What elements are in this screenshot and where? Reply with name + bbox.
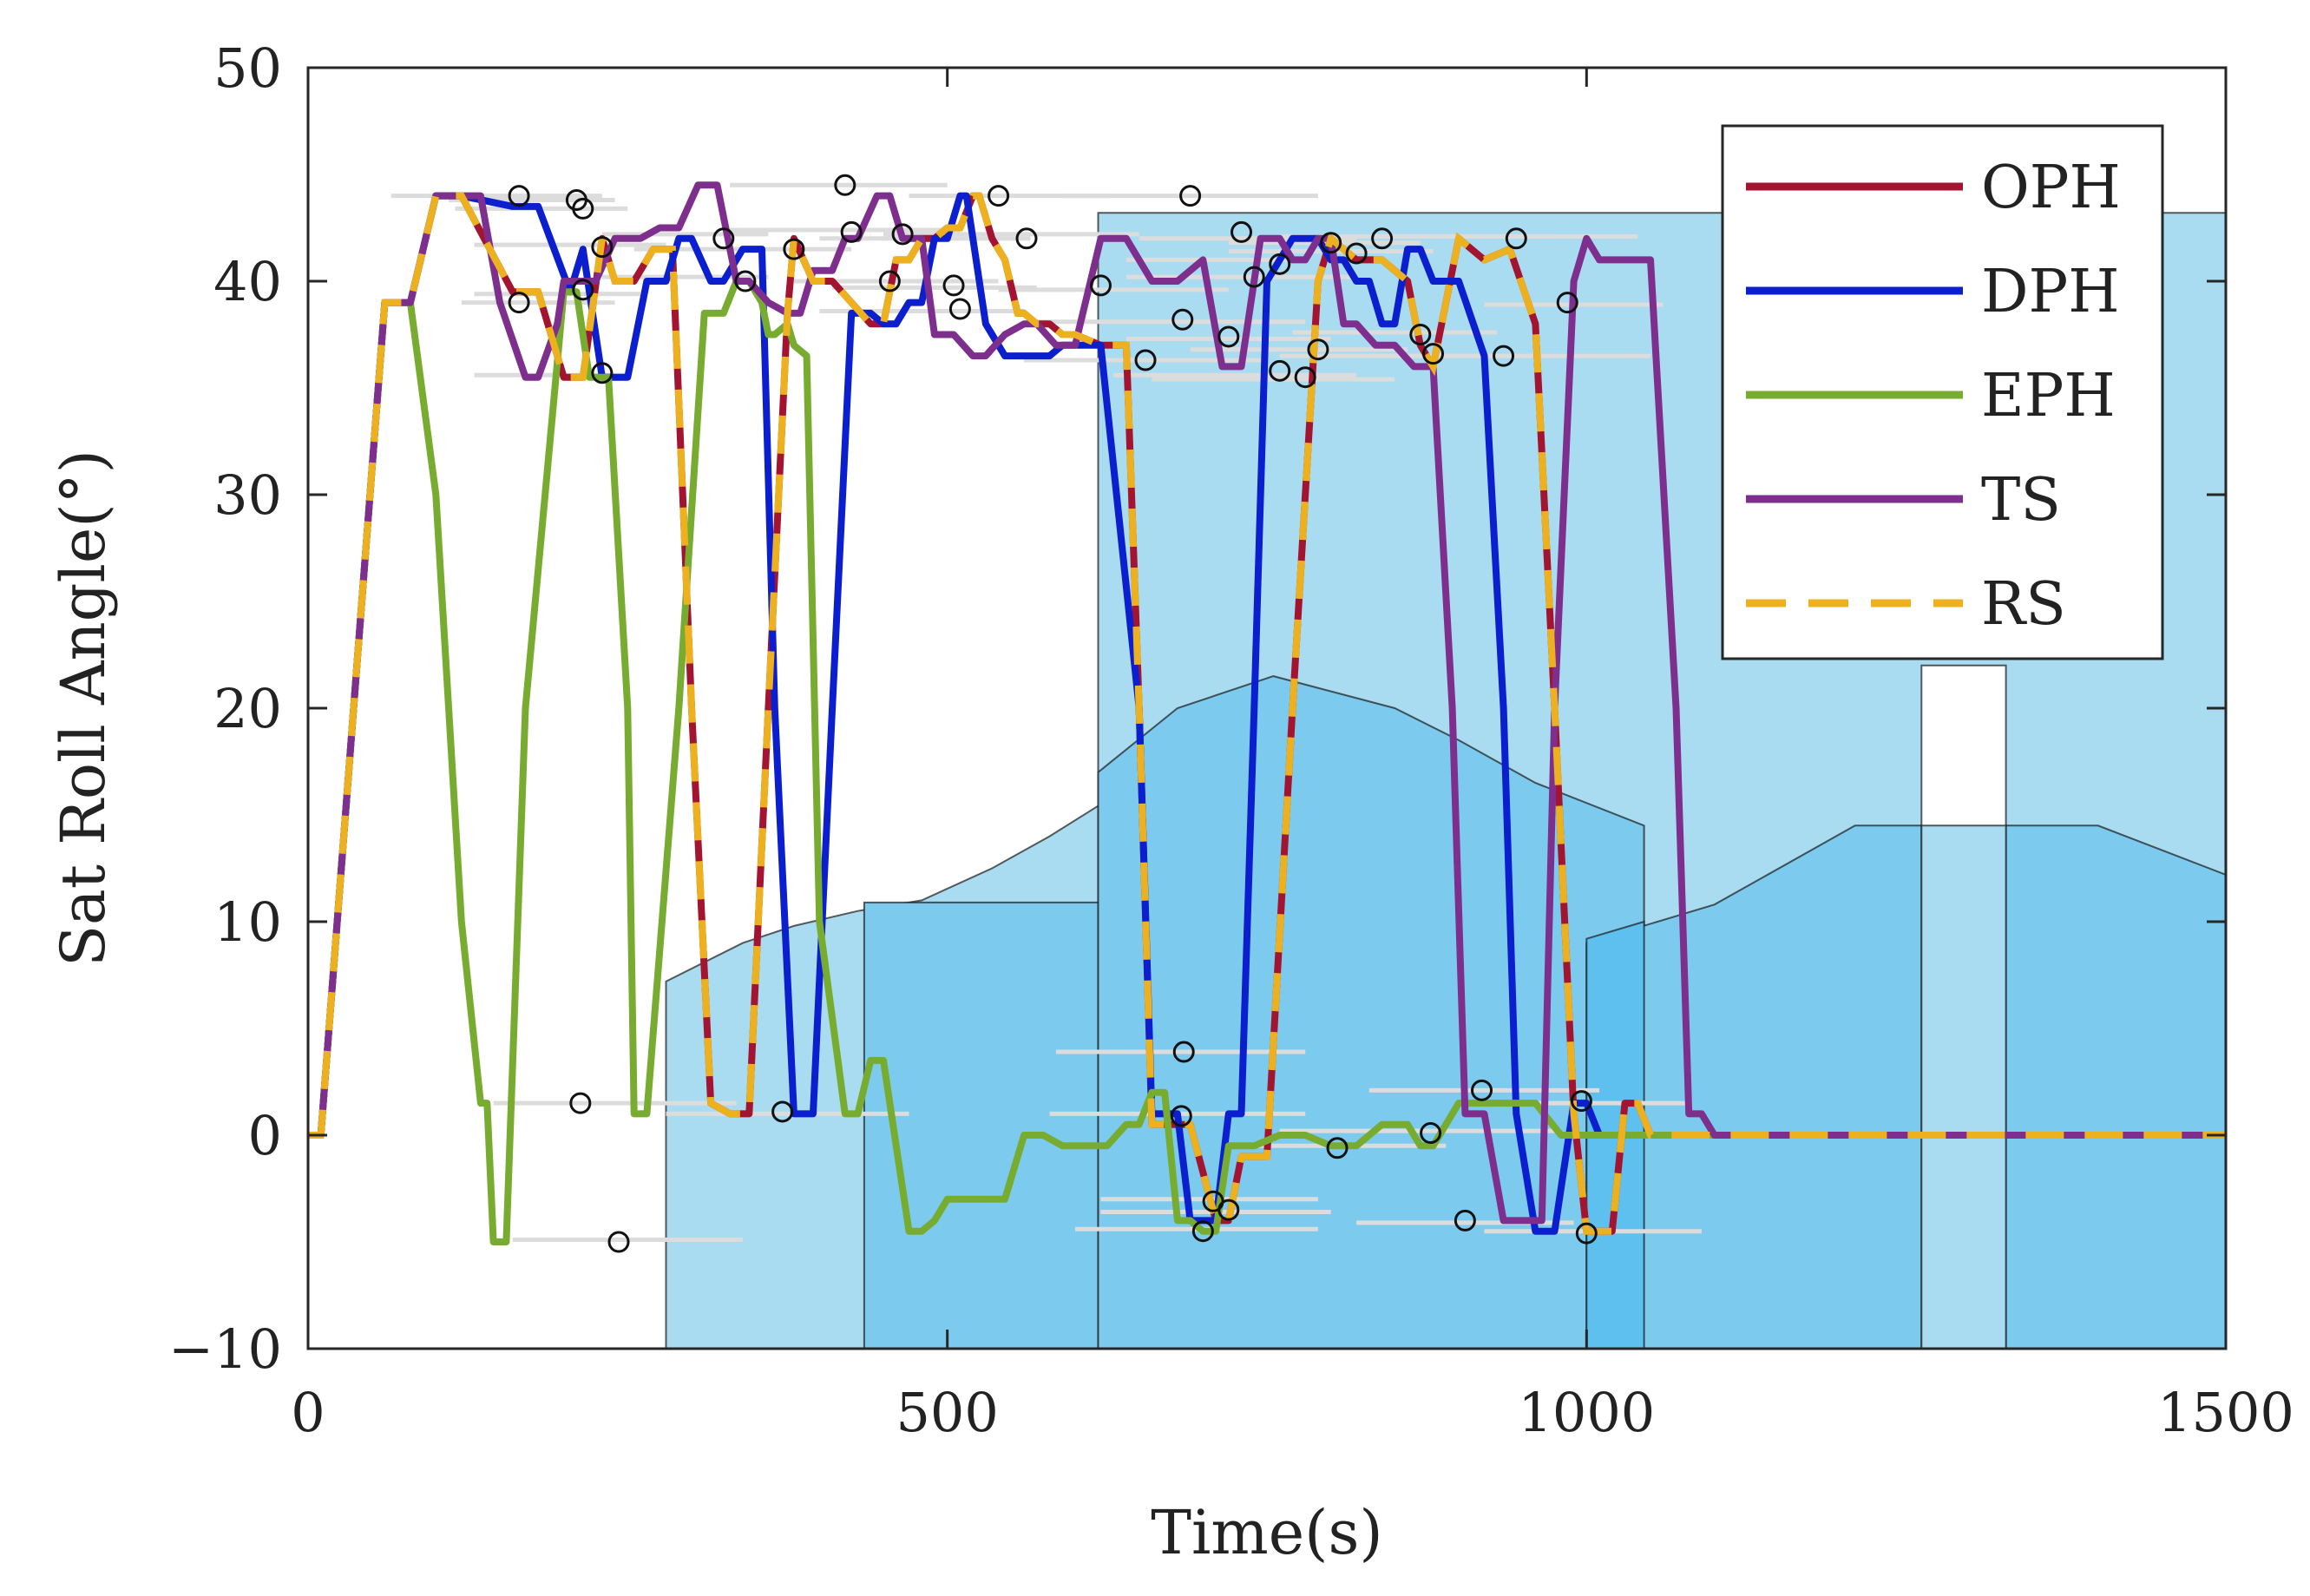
task-point-37 — [1556, 292, 1578, 314]
task-point-39 — [771, 1100, 794, 1123]
task-point-25 — [1269, 253, 1291, 275]
task-point-46 — [1326, 1137, 1349, 1159]
task-point-14 — [878, 270, 901, 292]
x-tick-label: 500 — [896, 1381, 998, 1444]
task-point-26 — [1217, 325, 1240, 348]
task-point-38 — [569, 1092, 592, 1114]
task-point-32 — [1371, 227, 1394, 250]
task-point-18 — [1015, 227, 1038, 250]
task-point-45 — [1217, 1199, 1240, 1221]
y-tick-label: 30 — [213, 463, 282, 527]
task-point-1 — [508, 185, 530, 207]
legend: OPH DPH EPH TS RS — [1721, 124, 2164, 660]
task-point-50 — [1570, 1090, 1592, 1113]
x-tick-label: 1000 — [1518, 1381, 1655, 1444]
series-line-ts — [308, 181, 2226, 1225]
task-points — [508, 174, 1598, 1253]
task-point-43 — [1191, 1220, 1214, 1243]
task-point-33 — [1409, 324, 1432, 345]
task-point-7 — [591, 362, 614, 384]
task-point-24 — [1243, 266, 1265, 288]
task-point-47 — [1420, 1122, 1442, 1145]
task-point-29 — [1307, 338, 1329, 361]
series-line-rs — [308, 192, 2226, 1235]
task-point-51 — [1575, 1222, 1598, 1245]
y-tick-label: −10 — [168, 1317, 282, 1381]
task-point-9 — [783, 238, 805, 260]
task-point-3 — [572, 197, 594, 220]
y-axis-label: Sat Roll Angle(°) — [48, 450, 119, 967]
task-point-40 — [607, 1231, 630, 1253]
series-line-dph — [308, 192, 2226, 1235]
task-point-22 — [1179, 185, 1202, 207]
y-tick-label: 20 — [213, 677, 282, 740]
task-point-6 — [572, 279, 594, 301]
task-point-31 — [1345, 242, 1368, 265]
task-point-35 — [1493, 345, 1515, 367]
task-point-42 — [1170, 1105, 1192, 1127]
legend-label-rs: RS — [1981, 570, 2066, 639]
task-point-27 — [1269, 359, 1291, 382]
visibility-region-7 — [1920, 824, 2007, 1349]
task-point-5 — [508, 292, 530, 314]
task-point-28 — [1294, 366, 1316, 389]
task-point-8 — [712, 227, 735, 250]
legend-label-dph: DPH — [1981, 258, 2120, 326]
legend-label-eph: EPH — [1981, 362, 2116, 430]
x-tick-label: 0 — [291, 1381, 325, 1444]
task-point-23 — [1230, 220, 1253, 243]
x-tick-label: 1500 — [2157, 1381, 2294, 1444]
y-tick-label: 40 — [213, 250, 282, 313]
series-line-eph — [308, 278, 2226, 1245]
task-point-11 — [834, 174, 856, 196]
y-tick-label: 50 — [213, 36, 282, 100]
task-point-30 — [1320, 232, 1342, 254]
x-axis-label: Time(s) — [1151, 1497, 1382, 1568]
legend-label-oph: OPH — [1981, 154, 2121, 222]
task-point-21 — [1171, 308, 1194, 331]
series-lines — [308, 181, 2226, 1245]
legend-label-ts: TS — [1981, 466, 2061, 535]
task-point-12 — [840, 220, 863, 243]
task-point-36 — [1505, 227, 1527, 250]
task-point-15 — [942, 274, 965, 297]
task-point-49 — [1471, 1079, 1493, 1101]
task-point-34 — [1422, 343, 1445, 365]
y-tick-label: 10 — [213, 890, 282, 954]
task-point-41 — [1172, 1041, 1195, 1063]
task-point-10 — [734, 270, 757, 292]
task-point-20 — [1134, 349, 1157, 371]
y-tick-label: 0 — [248, 1104, 282, 1167]
task-point-4 — [591, 236, 614, 259]
task-point-16 — [948, 298, 971, 320]
task-point-48 — [1454, 1209, 1476, 1231]
task-point-13 — [891, 223, 914, 246]
task-point-17 — [988, 185, 1010, 207]
task-point-19 — [1089, 274, 1112, 297]
